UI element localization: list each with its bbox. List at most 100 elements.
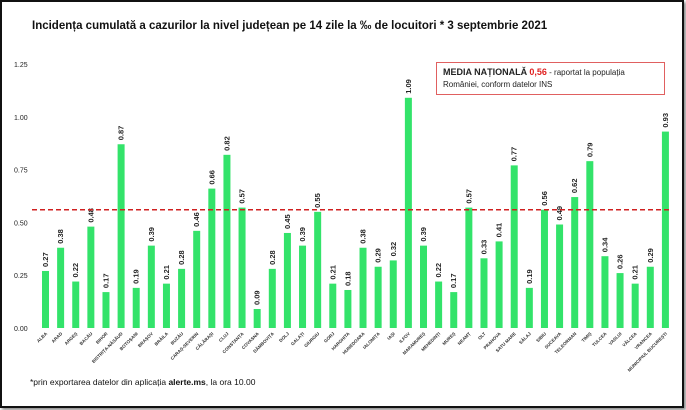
bar [147,245,155,328]
data-label: 0.41 [495,223,504,238]
data-label: 0.93 [661,113,670,128]
y-tick-label: 0.00 [14,326,28,333]
data-label: 0.39 [298,227,307,242]
data-label: 0.09 [253,290,262,305]
data-label: 0.46 [192,212,201,227]
data-label: 0.57 [238,189,247,204]
data-label: 0.38 [359,229,368,244]
x-tick-label: BUZĂU [169,330,184,345]
bar [314,211,322,328]
bar [631,283,639,328]
data-label: 0.56 [540,191,549,206]
bar [57,247,65,328]
x-tick-label: DOLJ [278,331,290,343]
data-label: 0.17 [449,273,458,288]
data-label: 0.17 [101,273,110,288]
bar [404,97,412,329]
y-tick-label: 0.25 [14,273,28,280]
bar [223,154,231,328]
bar [344,289,352,328]
bar [510,165,518,328]
x-tick-label: OLT [477,331,487,341]
x-tick-label: SĂLAJ [517,330,532,345]
y-tick-label: 0.50 [14,220,28,227]
bar [268,268,276,328]
data-label: 0.29 [646,248,655,263]
bar-chart: 0.00 0.25 0.50 0.75 1.00 1.25 0.27 ALBA 0.38 ARAD… [14,62,670,373]
x-tick-label: GORJ [323,331,336,344]
bar [525,287,533,328]
x-tick-label: BIHOR [95,331,109,345]
data-label: 0.21 [631,265,640,280]
x-tick-label: MUREȘ [441,331,457,347]
x-tick-label: IALOMIȚA [362,331,381,350]
x-tick-label: TIMIȘ [581,331,594,344]
legend-text: - raportat la populația României, confor… [443,68,625,89]
footnote: *prin exportarea datelor din aplicația a… [30,377,255,387]
data-label: 0.45 [283,214,292,229]
bar [435,281,443,328]
bar [556,224,564,328]
chart-title: Incidența cumulată a cazurilor la nivel … [32,20,548,32]
y-tick-label: 0.75 [14,168,28,175]
x-tick-label: CLUJ [218,331,230,343]
x-tick-label: BRAȘOV [137,331,155,349]
data-label: 0.66 [207,170,216,185]
bar [42,270,49,328]
data-label: 0.39 [419,227,428,242]
x-tick-label: SIBIU [535,331,547,343]
bar [601,256,609,328]
bar [208,188,216,328]
data-label: 0.18 [343,271,352,286]
bar [616,273,624,328]
legend-value: 0,56 [529,67,547,77]
bar [283,232,291,328]
bar [162,283,170,328]
bar [299,245,307,328]
data-label: 0.27 [41,252,50,267]
data-label: 0.82 [222,136,231,151]
y-tick-label: 1.25 [14,62,28,69]
bar [420,245,427,328]
x-tick-label: ALBA [36,331,49,344]
bar [359,247,367,328]
bar [102,292,110,328]
x-tick-label: TULCEA [591,331,608,348]
footnote-app: alerte.ms [168,377,206,387]
data-label: 0.87 [117,126,126,141]
data-label: 0.26 [616,254,625,269]
bar [87,226,95,328]
data-label: 0.38 [56,229,65,244]
bar [571,197,579,328]
bar [495,241,503,328]
footnote-time: , la ora 10.00 [205,377,256,387]
bar [72,281,80,328]
bar [661,131,669,328]
data-label: 0.22 [71,263,80,278]
bar [193,230,201,328]
data-label: 0.19 [525,269,534,284]
x-tick-label: ILFOV [398,331,411,344]
data-label: 0.21 [328,265,337,280]
data-label: 0.55 [313,193,322,208]
x-tick-label: ARGEȘ [64,331,80,347]
data-label: 0.39 [147,227,156,242]
data-label: 0.79 [585,143,594,158]
data-label: 0.33 [479,240,488,255]
footnote-text: *prin exportarea datelor din aplicația [30,377,169,387]
bar [389,260,397,328]
data-label: 0.77 [510,147,519,162]
bar [374,266,382,328]
data-label: 0.22 [434,263,443,278]
data-label: 0.32 [389,242,398,257]
data-label: 0.62 [570,178,579,193]
y-tick-label: 1.00 [14,115,28,122]
bar [132,287,140,328]
x-tick-label: NEAMȚ [457,331,472,346]
data-label: 0.48 [86,208,95,223]
data-label: 0.34 [600,237,609,252]
data-label: 0.19 [132,269,141,284]
data-label: 0.21 [162,265,171,280]
x-tick-label: BRĂILA [153,330,170,347]
legend-label: MEDIA NAȚIONALĂ [443,67,528,77]
